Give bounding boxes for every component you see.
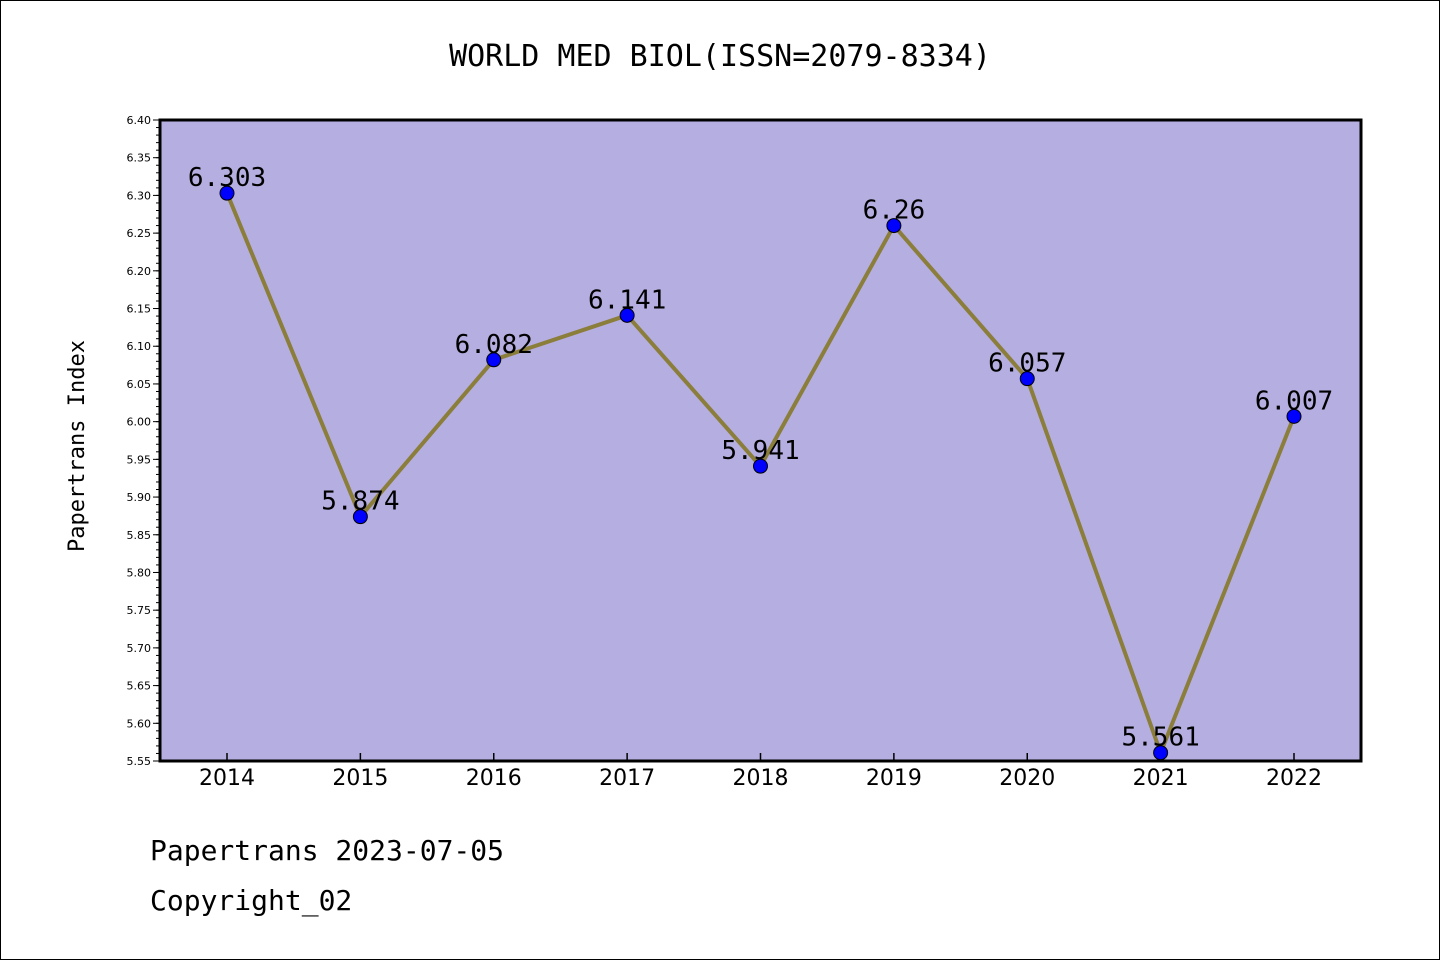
series-markers	[219, 185, 1302, 761]
y-tick-label: 6.20	[127, 265, 152, 278]
data-point	[486, 352, 502, 368]
chart-title: WORLD MED BIOL(ISSN=2079-8334)	[449, 39, 991, 74]
data-point	[753, 458, 768, 474]
x-axis: 2014 2015 2016 2017 2018 2019 2020 2021 2022	[199, 753, 1322, 791]
data-point	[219, 185, 235, 201]
x-tick-label: 2017	[599, 766, 655, 791]
data-point	[352, 509, 368, 525]
data-label: 5.874	[321, 487, 399, 517]
data-point	[1019, 371, 1035, 387]
y-axis-title: Papertrans Index	[65, 340, 90, 552]
y-tick-label: 6.40	[127, 114, 152, 127]
y-tick-label: 6.15	[127, 303, 152, 316]
data-label: 6.303	[188, 163, 266, 193]
data-label: 5.561	[1121, 723, 1199, 753]
y-tick-label: 5.75	[127, 604, 152, 617]
data-label: 6.007	[1255, 386, 1333, 416]
data-label: 6.057	[988, 349, 1066, 379]
y-tick-label: 6.35	[127, 152, 152, 165]
y-tick-label: 6.25	[127, 227, 152, 240]
y-tick-label: 5.80	[127, 566, 152, 579]
x-tick-label: 2020	[999, 766, 1055, 791]
data-point	[1286, 408, 1302, 424]
y-tick-label: 5.65	[127, 680, 152, 693]
data-label: 5.941	[721, 436, 799, 466]
x-tick-label: 2018	[733, 766, 789, 791]
data-point	[886, 218, 902, 234]
x-tick-label: 2022	[1266, 766, 1322, 791]
y-tick-label: 5.90	[127, 491, 152, 504]
x-tick-label: 2021	[1133, 766, 1189, 791]
data-labels: 6.303 5.874 6.082 6.141 5.941 6.26 6.057 5.561 6…	[188, 163, 1333, 753]
x-tick-label: 2019	[866, 766, 922, 791]
x-tick-label: 2014	[199, 766, 255, 791]
y-tick-label: 6.10	[127, 340, 152, 353]
y-tick-label: 5.95	[127, 453, 152, 466]
data-point	[619, 307, 635, 323]
y-tick-label: 5.60	[127, 717, 152, 730]
y-tick-label: 5.70	[127, 642, 152, 655]
y-tick-label: 6.00	[127, 416, 152, 429]
data-label: 6.141	[588, 285, 666, 315]
plot-area	[160, 120, 1361, 761]
x-tick-label: 2016	[466, 766, 522, 791]
y-tick-label: 5.55	[127, 755, 152, 768]
plot-border	[158, 118, 1363, 763]
x-tick-label: 2015	[332, 766, 388, 791]
data-label: 6.26	[863, 196, 926, 226]
data-label: 6.082	[455, 330, 533, 360]
y-tick-label: 6.30	[127, 189, 152, 202]
y-tick-label: 6.05	[127, 378, 152, 391]
footer-copyright: Copyright_02	[150, 884, 353, 917]
y-axis: 5.55 5.60 5.65 5.70 5.75 5.80 5.85 5.90 5.95 6.00…	[127, 114, 160, 768]
y-tick-label: 5.85	[127, 529, 152, 542]
footer-date: Papertrans 2023-07-05	[150, 834, 505, 867]
